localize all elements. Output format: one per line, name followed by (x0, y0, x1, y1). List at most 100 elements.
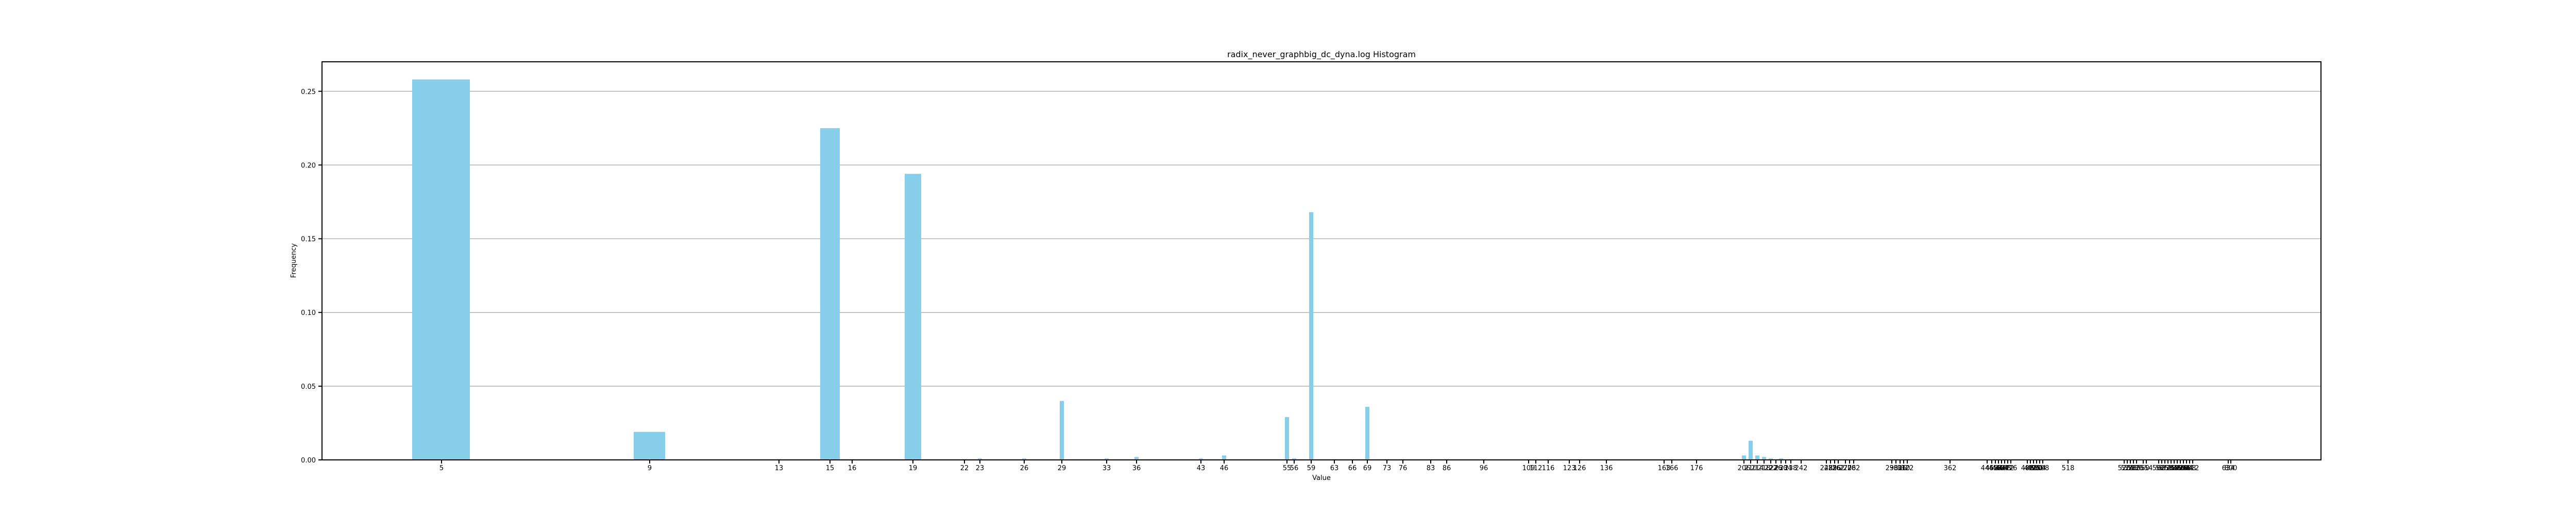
x-tick-label: 22 (960, 465, 969, 472)
x-tick-label: 59 (1307, 465, 1316, 472)
x-tick-label: 136 (1600, 465, 1613, 472)
x-tick-label: 230 (1775, 465, 1788, 472)
x-tick-label: 116 (1542, 465, 1555, 472)
x-tick-label: 234 (1780, 465, 1792, 472)
histogram-bar (978, 458, 982, 460)
histogram-bar (1762, 457, 1766, 460)
x-tick-label: 576 (2162, 465, 2175, 472)
x-tick-label: 218 (1758, 465, 1771, 472)
x-tick-label: 520 (2118, 465, 2131, 472)
histogram-bar (412, 79, 470, 460)
x-tick-label: 26 (1020, 465, 1029, 472)
x-tick-label: 456 (1989, 465, 2002, 472)
x-tick-label: 596 (2174, 465, 2187, 472)
y-tick-label: 0.10 (301, 310, 316, 317)
x-tick-label: 306 (1894, 465, 1907, 472)
histogram-bar (1105, 458, 1109, 460)
x-tick-label: 214 (1751, 465, 1764, 472)
x-tick-label: 508 (2037, 465, 2049, 472)
x-tick-label: 492 (2024, 465, 2037, 472)
x-tick-label: 166 (1666, 465, 1679, 472)
x-tick-label: 163 (1658, 465, 1671, 472)
x-tick-label: 800 (2225, 465, 2238, 472)
x-tick-label: 9 (648, 465, 652, 472)
x-tick-label: 112 (1530, 465, 1543, 472)
histogram-bar (1292, 458, 1296, 460)
histogram-bar (820, 128, 840, 460)
x-tick-label: 270 (1839, 465, 1852, 472)
x-tick-label: 16 (848, 465, 857, 472)
x-tick-label: 532 (2127, 465, 2140, 472)
x-tick-label: 468 (1998, 465, 2011, 472)
x-tick-label: 524 (2121, 465, 2134, 472)
histogram-bar (1134, 457, 1139, 460)
plot-area-frame (321, 61, 2321, 460)
x-tick-label: 29 (1058, 465, 1066, 472)
y-tick-label: 0.15 (301, 236, 316, 244)
histogram-bar (1199, 458, 1203, 460)
x-tick-label: 176 (1690, 465, 1703, 472)
x-tick-label: 488 (2021, 465, 2034, 472)
histogram-bar (1022, 458, 1026, 460)
x-tick-label: 73 (1383, 465, 1392, 472)
x-tick-label: 56 (1290, 465, 1299, 472)
x-tick-label: 63 (1330, 465, 1339, 472)
x-tick-label: 452 (1986, 465, 1998, 472)
x-tick-label: 238 (1785, 465, 1798, 472)
x-tick-label: 634 (2222, 465, 2235, 472)
y-tick-label: 0.20 (301, 162, 316, 169)
x-tick-label: 66 (1348, 465, 1357, 472)
x-tick-label: 528 (2124, 465, 2137, 472)
x-tick-label: 298 (1886, 465, 1899, 472)
x-tick-label: 362 (1944, 465, 1957, 472)
x-tick-label: 476 (2005, 465, 2018, 472)
x-tick-label: 19 (909, 465, 918, 472)
y-axis: 0.00 0.05 0.10 0.15 0.20 0.25 (301, 88, 322, 465)
x-tick-label: 604 (2180, 465, 2193, 472)
x-tick-label: 206 (1738, 465, 1751, 472)
x-tick-label: 55 (1283, 465, 1292, 472)
x-tick-label: 13 (775, 465, 784, 472)
x-tick-label: 36 (1132, 465, 1141, 472)
x-tick-label: 608 (2183, 465, 2196, 472)
x-tick-label: 612 (2187, 465, 2199, 472)
x-tick-label: 210 (1744, 465, 1757, 472)
x-tick-label: 554 (2140, 465, 2153, 472)
x-tick-label: 562 (2153, 465, 2165, 472)
grid-lines (322, 91, 2321, 460)
x-tick-label: 504 (2033, 465, 2046, 472)
x-tick-label: 86 (1443, 465, 1451, 472)
x-axis-label: Value (1312, 474, 1331, 482)
x-tick-label: 5 (439, 465, 444, 472)
x-tick-label: 464 (1995, 465, 2008, 472)
x-tick-label: 566 (2156, 465, 2168, 472)
x-tick-label: 242 (1795, 465, 1808, 472)
x-tick-label: 518 (2062, 465, 2075, 472)
x-tick-label: 592 (2171, 465, 2184, 472)
x-tick-label: 472 (2002, 465, 2014, 472)
histogram-bar (1769, 458, 1773, 460)
x-tick-label: 600 (2177, 465, 2190, 472)
x-tick-label: 83 (1427, 465, 1435, 472)
x-tick-label: 222 (1765, 465, 1777, 472)
x-tick-label: 256 (1828, 465, 1841, 472)
histogram-bar (905, 174, 921, 460)
histogram-bar (1060, 401, 1064, 460)
x-tick-label: 126 (1573, 465, 1586, 472)
histogram-bar (1365, 406, 1369, 460)
x-tick-label: 43 (1197, 465, 1206, 472)
x-tick-label: 46 (1220, 465, 1229, 472)
x-tick-label: 310 (1897, 465, 1910, 472)
x-tick-label: 33 (1103, 465, 1111, 472)
x-tick-label: 302 (1890, 465, 1903, 472)
histogram-bar (1309, 212, 1313, 460)
histogram-bar (1285, 417, 1289, 460)
x-tick-label: 550 (2137, 465, 2150, 472)
y-axis-label: Frequency (290, 243, 298, 278)
x-tick-label: 109 (1522, 465, 1535, 472)
x-tick-label: 226 (1770, 465, 1783, 472)
histogram-bar (1755, 455, 1759, 460)
x-tick-label: 262 (1832, 465, 1845, 472)
